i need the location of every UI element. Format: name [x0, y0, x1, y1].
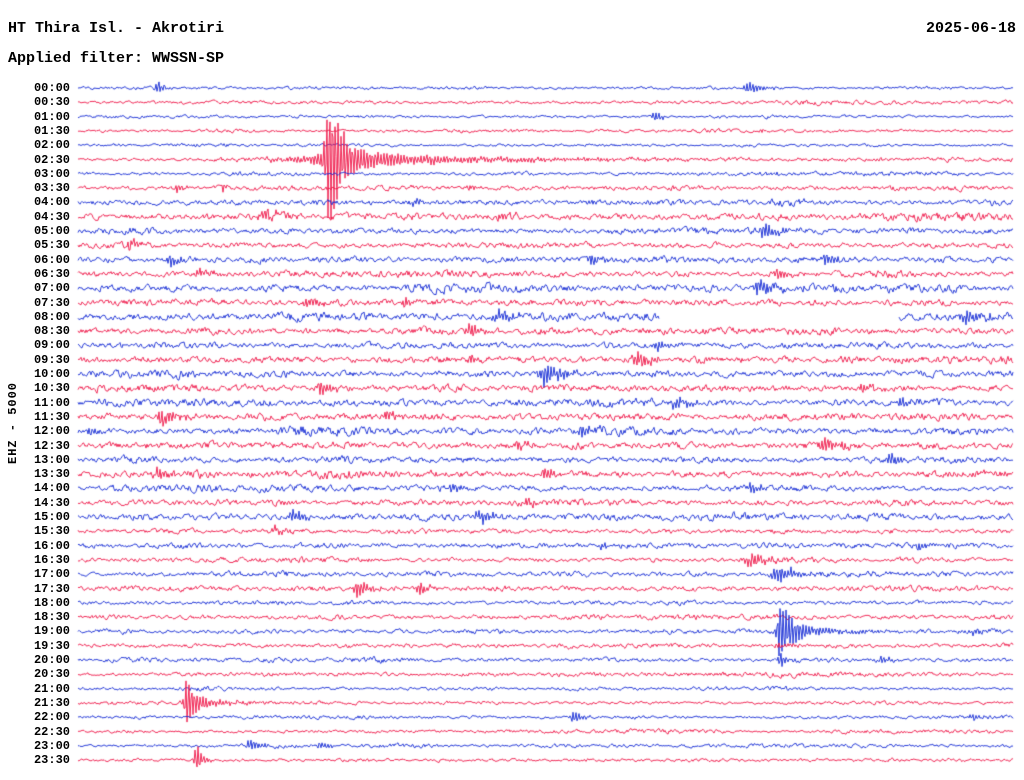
- channel-scale-label: EHZ - 5000: [6, 381, 20, 464]
- station-title: HT Thira Isl. - Akrotiri: [8, 20, 225, 37]
- filter-label: Applied filter: WWSSN-SP: [8, 50, 225, 67]
- date-label: 2025-06-18: [925, 20, 1016, 37]
